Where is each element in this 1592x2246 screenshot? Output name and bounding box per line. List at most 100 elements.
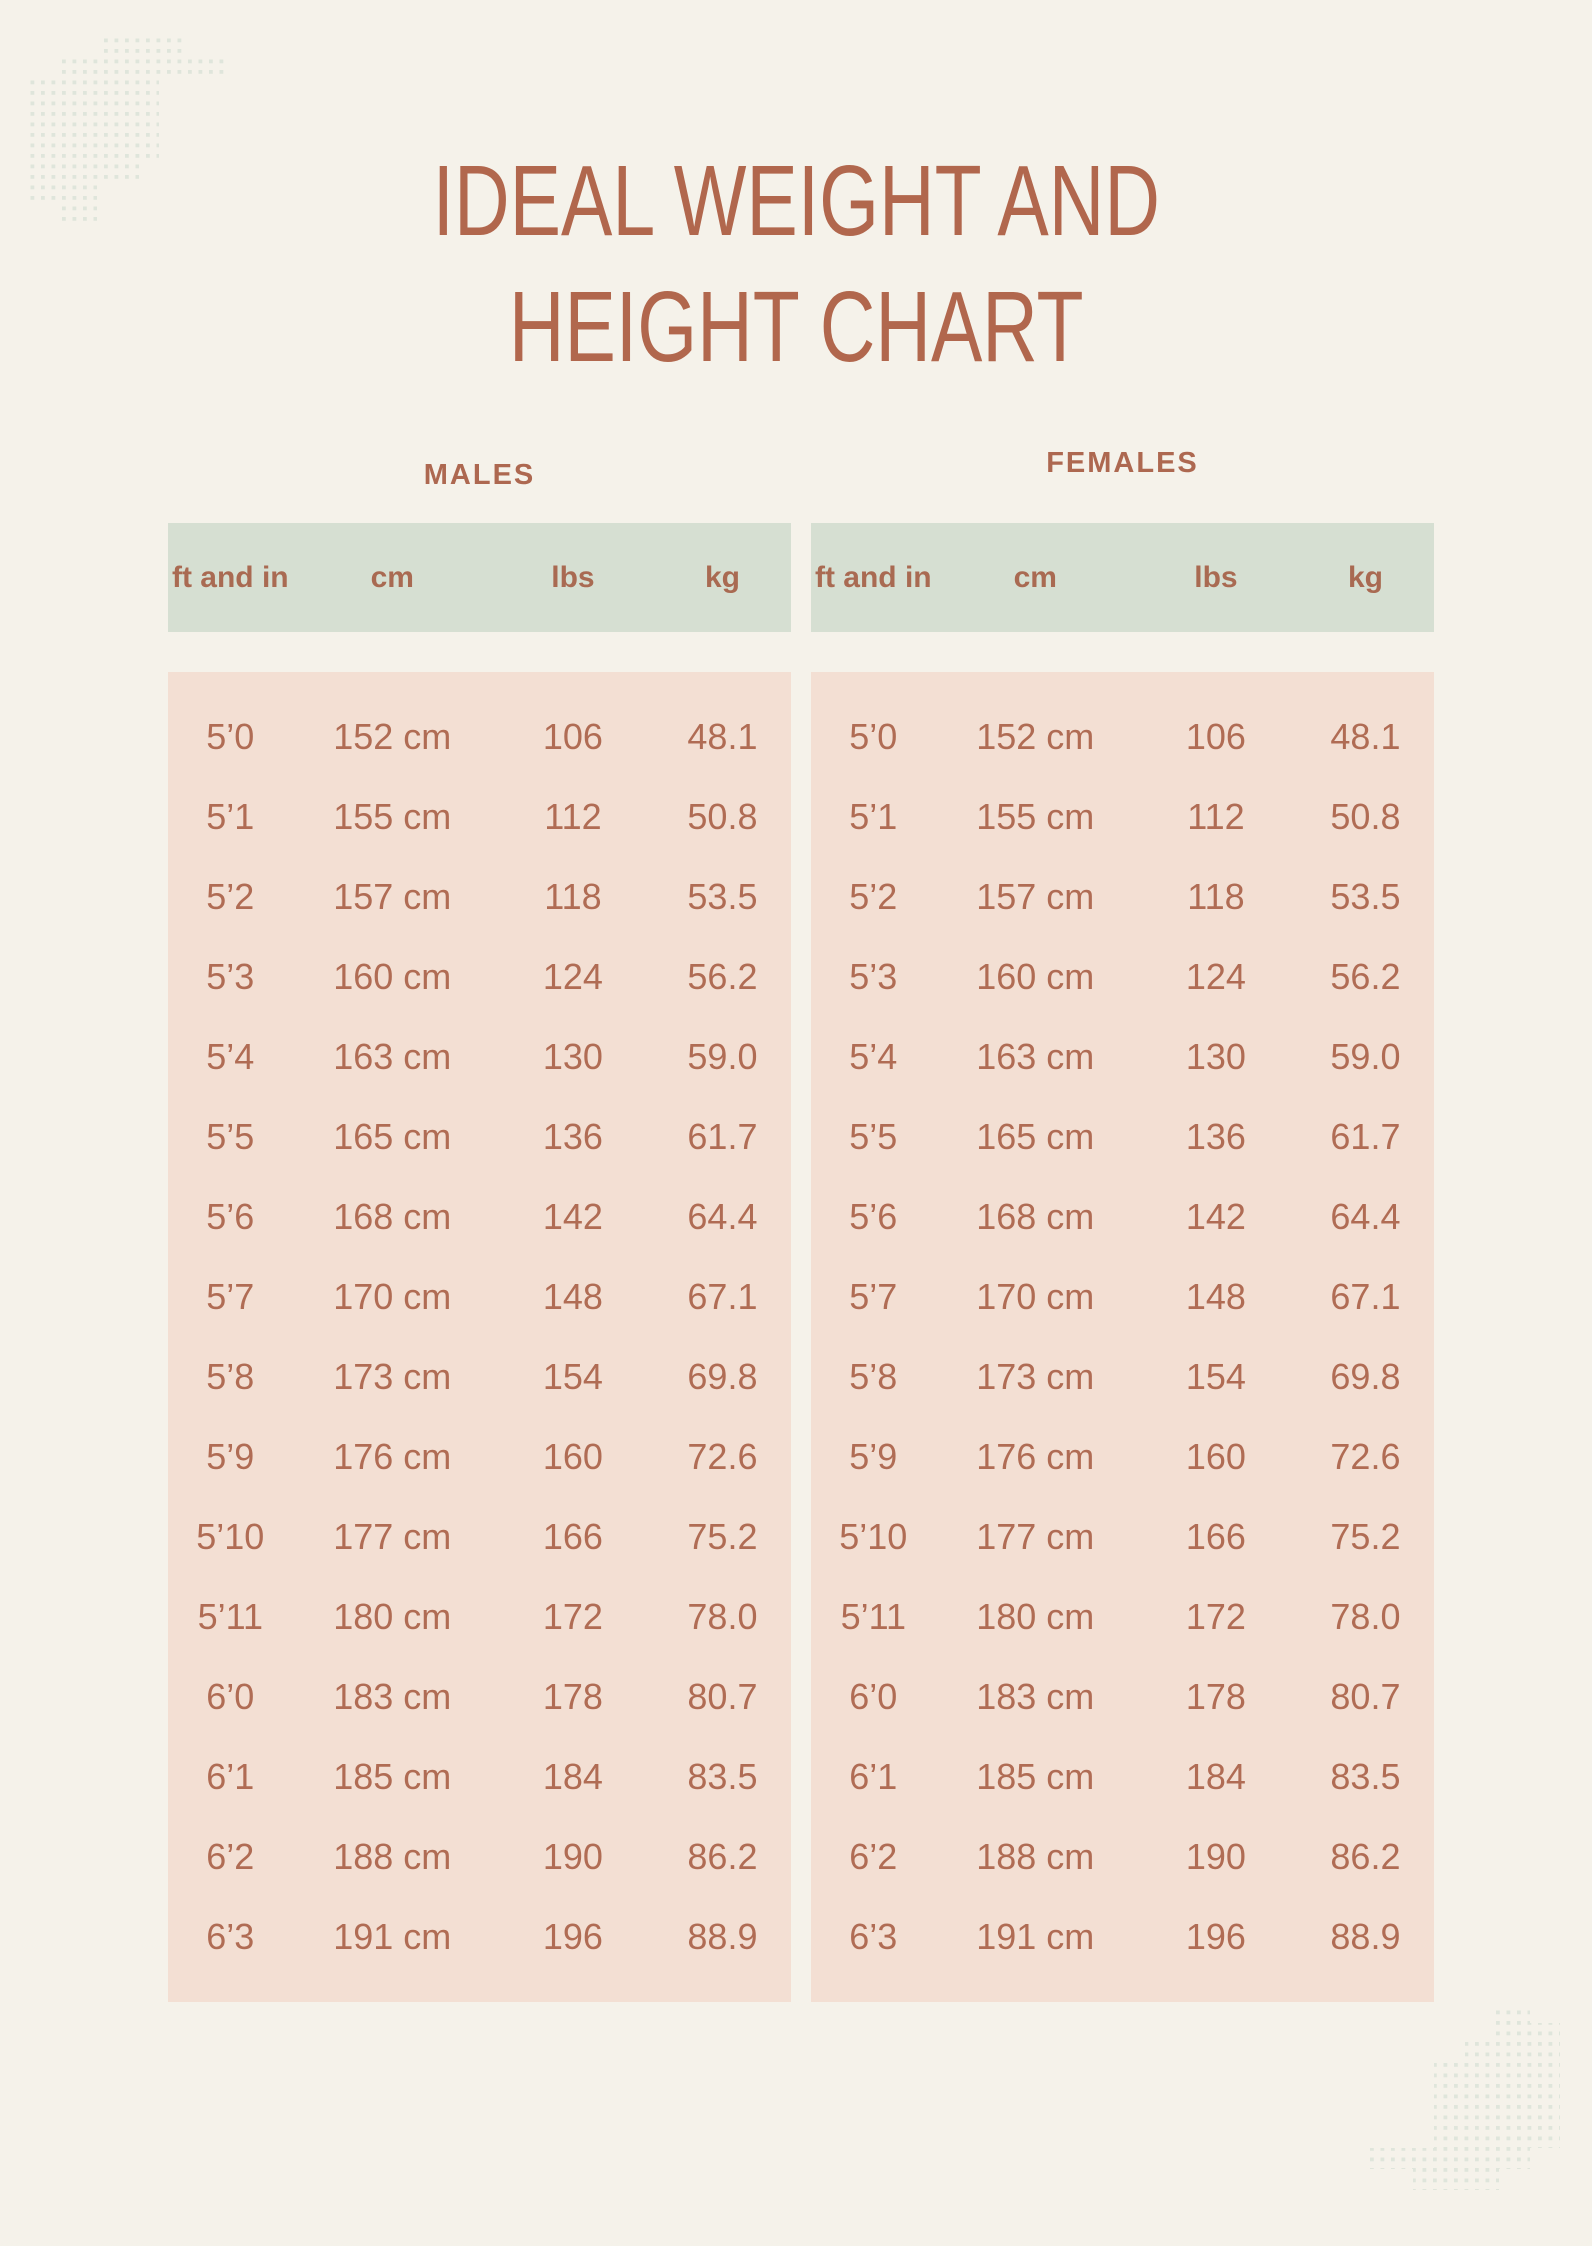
cm-cell: 155 cm	[333, 796, 452, 837]
kg-cell: 64.4	[687, 1196, 758, 1237]
lbs-cell: 172	[1185, 1596, 1246, 1637]
cm-cell: 191 cm	[333, 1916, 452, 1957]
lbs-cell: 142	[542, 1196, 603, 1237]
table-row: 6’3 191 cm 196 88.9	[811, 1897, 1434, 1977]
table-row: 5’11 180 cm 172 78.0	[811, 1577, 1434, 1657]
kg-cell: 72.6	[687, 1436, 758, 1477]
kg-cell: 83.5	[687, 1756, 758, 1797]
height-cell: 5’9	[206, 1436, 255, 1477]
table-row: 5’5 165 cm 136 61.7	[168, 1097, 791, 1177]
cm-cell: 165 cm	[333, 1116, 452, 1157]
table-row: 5’9 176 cm 160 72.6	[811, 1417, 1434, 1497]
cm-cell: 168 cm	[333, 1196, 452, 1237]
kg-cell: 78.0	[1330, 1596, 1401, 1637]
kg-cell: 59.0	[1330, 1036, 1401, 1077]
cm-cell: 180 cm	[333, 1596, 452, 1637]
column-header-kg: kg	[1347, 560, 1383, 594]
kg-cell: 86.2	[1330, 1836, 1401, 1877]
kg-cell: 80.7	[687, 1676, 758, 1717]
lbs-cell: 196	[1185, 1916, 1246, 1957]
decorative-dots-top-left	[27, 33, 224, 226]
kg-cell: 50.8	[1330, 796, 1401, 837]
column-header-ft-and-in: ft and in	[171, 560, 289, 594]
table-row: 5’6 168 cm 142 64.4	[168, 1177, 791, 1257]
column-header-cm: cm	[1013, 560, 1057, 594]
cm-cell: 183 cm	[333, 1676, 452, 1717]
decorative-dots-bottom-right	[1370, 2004, 1560, 2190]
column-header-ft-and-in: ft and in	[814, 560, 932, 594]
kg-cell: 59.0	[687, 1036, 758, 1077]
height-cell: 5’3	[206, 956, 255, 997]
lbs-cell: 106	[1185, 716, 1246, 757]
lbs-cell: 178	[542, 1676, 603, 1717]
cm-cell: 173 cm	[333, 1356, 452, 1397]
column-header-lbs: lbs	[1194, 560, 1238, 594]
kg-cell: 61.7	[1330, 1116, 1401, 1157]
table-row: 5’5 165 cm 136 61.7	[811, 1097, 1434, 1177]
table-row: 5’4 163 cm 130 59.0	[811, 1017, 1434, 1097]
table-row: 5’1 155 cm 112 50.8	[168, 777, 791, 857]
cm-cell: 177 cm	[333, 1516, 452, 1557]
column-header-kg: kg	[704, 560, 740, 594]
table-row: 6’0 183 cm 178 80.7	[168, 1657, 791, 1737]
cm-cell: 160 cm	[333, 956, 452, 997]
cm-cell: 173 cm	[976, 1356, 1095, 1397]
table-row: 5’11 180 cm 172 78.0	[168, 1577, 791, 1657]
height-cell: 5’10	[196, 1516, 265, 1557]
cm-cell: 157 cm	[333, 876, 452, 917]
kg-cell: 67.1	[687, 1276, 758, 1317]
page-title: IDEAL WEIGHT AND HEIGHT CHART	[0, 138, 1592, 390]
table-row: 5’8 173 cm 154 69.8	[811, 1337, 1434, 1417]
height-cell: 5’5	[206, 1116, 255, 1157]
lbs-cell: 118	[544, 876, 602, 917]
cm-cell: 188 cm	[976, 1836, 1095, 1877]
lbs-cell: 184	[542, 1756, 603, 1797]
cm-cell: 185 cm	[976, 1756, 1095, 1797]
cm-cell: 165 cm	[976, 1116, 1095, 1157]
kg-cell: 88.9	[687, 1916, 758, 1957]
lbs-cell: 130	[1185, 1036, 1246, 1077]
table-row: 5’7 170 cm 148 67.1	[168, 1257, 791, 1337]
height-cell: 6’3	[849, 1916, 898, 1957]
cm-cell: 176 cm	[333, 1436, 452, 1477]
kg-cell: 69.8	[687, 1356, 758, 1397]
page-title-line1: IDEAL WEIGHT AND	[432, 145, 1160, 257]
cm-cell: 168 cm	[976, 1196, 1095, 1237]
kg-cell: 72.6	[1330, 1436, 1401, 1477]
lbs-cell: 190	[542, 1836, 603, 1877]
kg-cell: 67.1	[1330, 1276, 1401, 1317]
height-cell: 5’3	[849, 956, 898, 997]
cm-cell: 191 cm	[976, 1916, 1095, 1957]
kg-cell: 48.1	[687, 716, 758, 757]
kg-cell: 53.5	[1330, 876, 1401, 917]
lbs-cell: 112	[1187, 796, 1245, 837]
kg-cell: 56.2	[687, 956, 758, 997]
table-row: 5’2 157 cm 118 53.5	[168, 857, 791, 937]
females-table-body: 5’0 152 cm 106 48.1 5’1 155 cm 112 50.8 5’2 157 c…	[811, 672, 1434, 2002]
lbs-cell: 166	[542, 1516, 603, 1557]
lbs-cell: 118	[1187, 876, 1245, 917]
kg-cell: 83.5	[1330, 1756, 1401, 1797]
kg-cell: 78.0	[687, 1596, 758, 1637]
lbs-cell: 184	[1185, 1756, 1246, 1797]
lbs-cell: 130	[542, 1036, 603, 1077]
height-cell: 5’1	[206, 796, 255, 837]
lbs-cell: 160	[542, 1436, 603, 1477]
cm-cell: 176 cm	[976, 1436, 1095, 1477]
height-cell: 5’10	[839, 1516, 908, 1557]
table-row: 5’0 152 cm 106 48.1	[168, 697, 791, 777]
height-cell: 5’8	[206, 1356, 255, 1397]
lbs-cell: 160	[1185, 1436, 1246, 1477]
lbs-cell: 136	[1185, 1116, 1246, 1157]
cm-cell: 185 cm	[333, 1756, 452, 1797]
height-cell: 6’3	[206, 1916, 255, 1957]
lbs-cell: 190	[1185, 1836, 1246, 1877]
height-cell: 5’4	[849, 1036, 898, 1077]
height-cell: 6’0	[849, 1676, 898, 1717]
lbs-cell: 154	[542, 1356, 603, 1397]
males-table: MALES ft and in cm lbs kg 5’0 152 cm 106 48…	[168, 459, 791, 2002]
kg-cell: 80.7	[1330, 1676, 1401, 1717]
lbs-cell: 178	[1185, 1676, 1246, 1717]
kg-cell: 50.8	[687, 796, 758, 837]
